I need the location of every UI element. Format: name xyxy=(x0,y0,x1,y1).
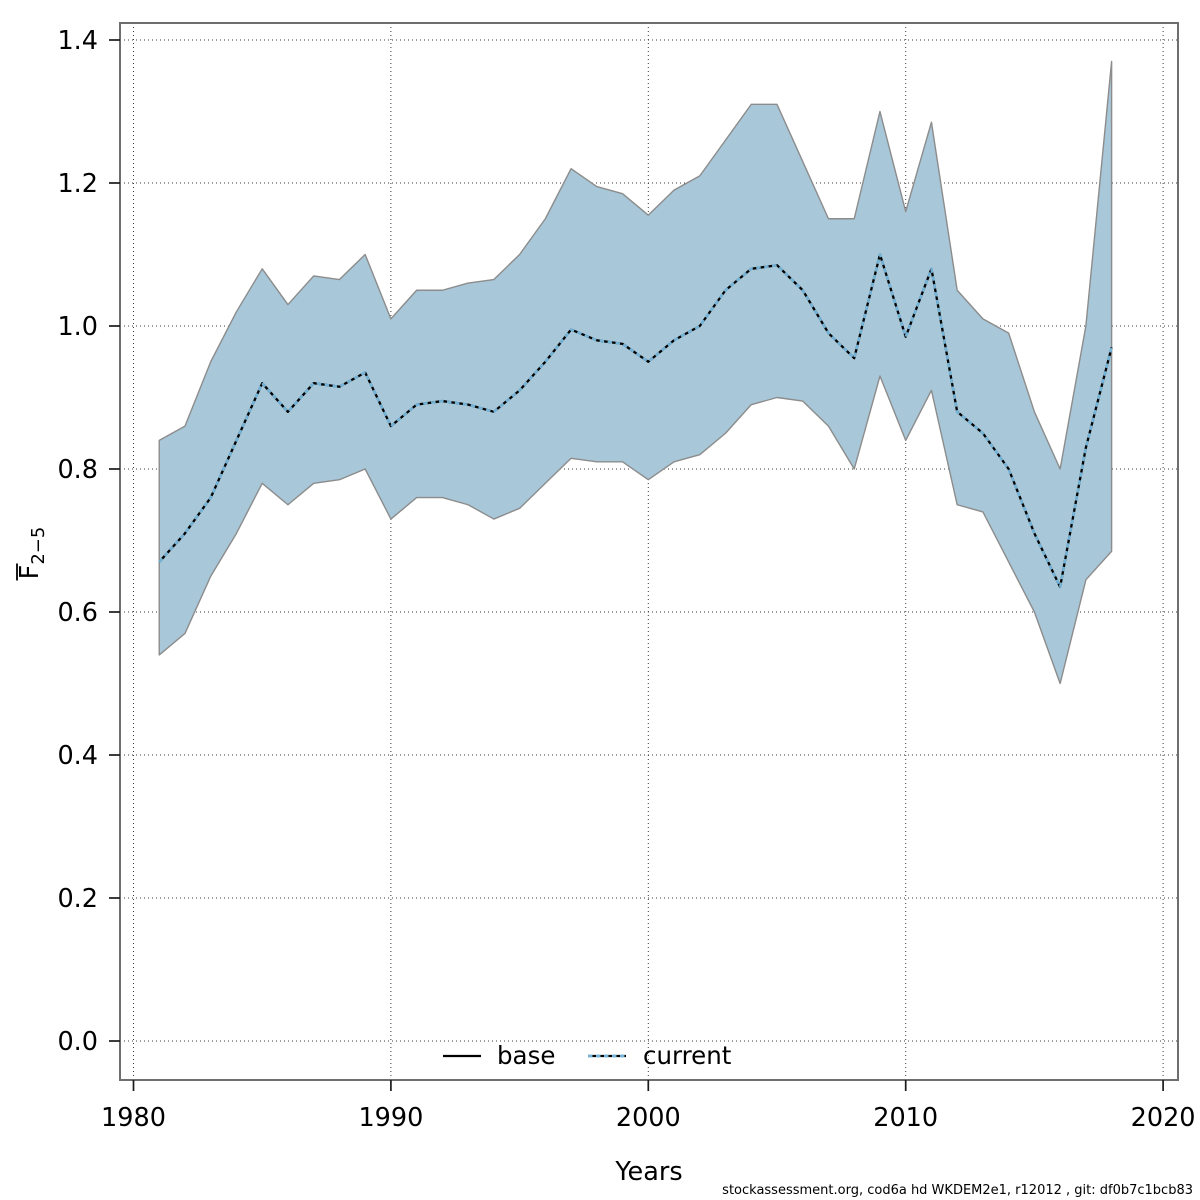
confidence-band xyxy=(158,60,1113,685)
y-axis-title-letter: F xyxy=(15,565,45,580)
y-tick-label-0.8: 0.8 xyxy=(57,455,98,485)
x-tick-label-1980: 1980 xyxy=(101,1103,166,1133)
y-tick-label-0.4: 0.4 xyxy=(57,741,98,771)
y-tick-label-0.6: 0.6 xyxy=(57,598,98,628)
x-tick-label-1990: 1990 xyxy=(358,1103,423,1133)
x-axis-title: Years xyxy=(614,1157,682,1187)
svg-text:F2−5: F2−5 xyxy=(15,527,49,580)
y-tick-label-0.0: 0.0 xyxy=(57,1027,98,1057)
confidence-band-polygon xyxy=(158,60,1113,685)
legend: base current xyxy=(443,1041,732,1070)
y-axis-title-subscript: 2−5 xyxy=(28,527,49,565)
series-line-current xyxy=(158,253,1113,589)
y-tick-label-1.0: 1.0 xyxy=(57,312,98,342)
x-tick-labels: 1980 1990 2000 2010 2020 xyxy=(101,1103,1196,1133)
y-tick-label-0.2: 0.2 xyxy=(57,884,98,914)
legend-base-label: base xyxy=(497,1041,555,1070)
axis-ticks xyxy=(109,39,1164,1091)
x-tick-label-2010: 2010 xyxy=(873,1103,938,1133)
y-tick-label-1.2: 1.2 xyxy=(57,169,98,199)
x-tick-label-2000: 2000 xyxy=(616,1103,681,1133)
y-tick-labels: 0.0 0.2 0.4 0.6 0.8 1.0 1.2 1.4 xyxy=(57,26,98,1057)
attribution-text: stockassessment.org, cod6a hd WKDEM2e1, … xyxy=(722,1183,1193,1198)
legend-current-label: current xyxy=(643,1041,732,1070)
series-lines xyxy=(158,253,1113,589)
x-tick-label-2020: 2020 xyxy=(1131,1103,1196,1133)
y-tick-label-1.4: 1.4 xyxy=(57,26,98,56)
y-axis-title: F2−5 xyxy=(15,527,49,581)
